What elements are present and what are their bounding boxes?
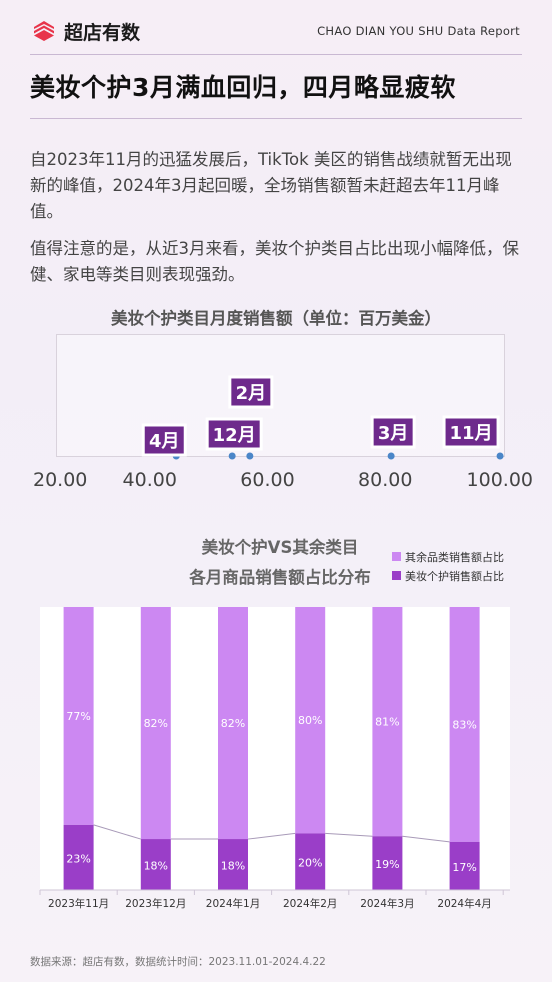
data-point [496,452,504,460]
bar-other [63,607,94,825]
data-label: 12月 [213,425,256,446]
dot-chart-title: 美妆个护类目月度销售额（单位：百万美金） [111,309,441,328]
bar-other [372,607,403,837]
bar-label-other: 82% [221,717,245,730]
legend-label-beauty: 美妆个护销售额占比 [405,569,504,583]
data-label-box [442,415,500,449]
logo-icon [34,21,54,41]
bar-label-other: 81% [375,716,399,729]
logo: 超店有数 [30,17,140,45]
x-tick-label: 60.00 [240,469,294,491]
data-point [387,452,395,460]
x-category-label: 2024年4月 [437,897,491,910]
data-point [246,452,254,460]
bar-beauty [449,841,480,890]
bar-label-beauty: 18% [144,860,168,873]
x-category-label: 2024年1月 [206,897,260,910]
x-category-label: 2024年2月 [283,897,337,910]
data-label: 3月 [378,423,409,444]
series-connector-line [93,824,450,843]
data-point [228,452,236,460]
data-label-box [228,375,274,409]
bar-label-beauty: 18% [221,860,245,873]
bar-other [140,607,171,840]
legend-item-other: 其余品类销售额占比 [392,547,504,566]
paragraph-2: 值得注意的是，从近3月来看，美妆个护类目占比出现小幅降低，保健、家电等类目则表现… [30,239,519,284]
page-title: 美妆个护3月满血回归，四月略显疲软 [30,73,456,102]
x-tick-label: 100.00 [467,469,533,491]
bar-beauty [218,839,248,890]
x-category-label: 2023年12月 [125,897,186,910]
bar-label-beauty: 20% [298,857,322,870]
data-label-box [205,417,263,451]
bar-other [295,607,326,834]
report-tag: CHAO DIAN YOU SHU Data Report [317,24,520,38]
x-category-label: 2023年11月 [48,897,109,910]
bar-beauty [63,824,94,890]
bar-label-beauty: 23% [66,852,90,865]
bar-chart-title-line-1: 美妆个护VS其余类目 [201,538,359,557]
title-divider [30,118,522,119]
x-tick-label: 40.00 [123,469,177,491]
legend-swatch-beauty [392,571,401,580]
legend-swatch-other [392,552,401,561]
logo-text: 超店有数 [64,21,141,44]
legend-label-other: 其余品类销售额占比 [405,550,504,564]
data-label: 4月 [149,431,180,452]
bar-beauty [372,836,403,890]
legend-item-beauty: 美妆个护销售额占比 [392,566,504,585]
x-category-label: 2024年3月 [360,897,414,910]
bar-other [449,607,480,842]
data-label-box [370,415,416,449]
bar-beauty [295,833,326,890]
header: 超店有数 CHAO DIAN YOU SHU Data Report [0,0,552,58]
data-source-note: 数据来源：超店有数，数据统计时间：2023.11.01-2024.4.22 [30,956,326,968]
x-tick-label: 80.00 [358,469,412,491]
bar-label-beauty: 19% [375,858,399,871]
bar-beauty [140,839,171,890]
bar-chart-title-line-2: 各月商品销售额占比分布 [189,568,371,587]
plot-area [40,607,510,890]
data-label: 11月 [450,423,493,444]
bar-label-other: 77% [66,710,90,723]
bar-label-beauty: 17% [452,861,476,874]
bar-label-other: 83% [452,718,476,731]
paragraph-1: 自2023年11月的迅猛发展后，TikTok 美区的销售战绩就暂无出现新的峰值，… [30,150,512,221]
bar-label-other: 80% [298,714,322,727]
dot-chart-frame [56,334,505,457]
bar-other [218,607,248,840]
bar-chart-legend: 其余品类销售额占比 美妆个护销售额占比 [392,547,504,585]
bar-label-other: 82% [144,717,168,730]
data-label-box [141,423,187,457]
header-divider [30,54,522,55]
data-label: 2月 [236,383,267,404]
x-tick-label: 20.00 [33,469,87,491]
